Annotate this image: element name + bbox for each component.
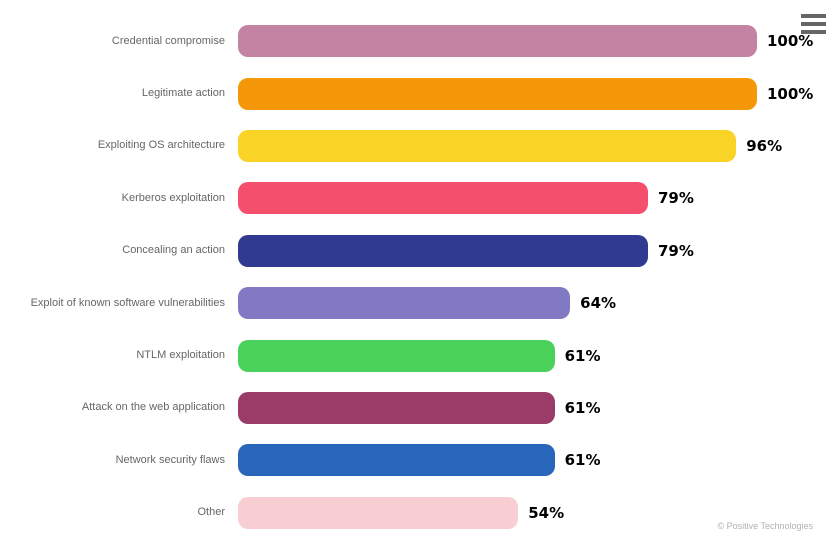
category-label: Concealing an action xyxy=(122,244,225,257)
bar-area: 61% xyxy=(238,391,757,424)
category-label: Credential compromise xyxy=(111,34,225,47)
bar-area: 54% xyxy=(238,496,757,529)
hamburger-line xyxy=(801,22,826,26)
bar-area: 100% xyxy=(238,77,813,110)
value-label: 61% xyxy=(564,346,601,365)
bar[interactable] xyxy=(238,496,519,529)
chart-row: Credential compromise 100% xyxy=(0,15,835,67)
value-label: 54% xyxy=(528,503,565,522)
chart-row: Kerberos exploitation 79% xyxy=(0,172,835,224)
chart-row: Exploit of known software vulnerabilitie… xyxy=(0,277,835,329)
credits-link[interactable]: © Positive Technologies xyxy=(717,521,813,531)
value-label: 96% xyxy=(746,136,783,155)
category-label: Exploit of known software vulnerabilitie… xyxy=(30,296,225,309)
chart-row: Network security flaws 61% xyxy=(0,434,835,486)
bar[interactable] xyxy=(238,77,757,110)
bar[interactable] xyxy=(238,287,571,320)
bar[interactable] xyxy=(238,182,648,215)
hamburger-menu-icon[interactable] xyxy=(800,13,828,35)
bar[interactable] xyxy=(238,234,648,267)
bar-area: 79% xyxy=(238,234,757,267)
chart-row: Concealing an action 79% xyxy=(0,225,835,277)
bar-area: 61% xyxy=(238,444,757,477)
bar[interactable] xyxy=(238,339,555,372)
bar-area: 96% xyxy=(238,129,782,162)
category-label: Other xyxy=(197,506,225,519)
bar-area: 64% xyxy=(238,287,757,320)
category-label: Kerberos exploitation xyxy=(121,191,225,204)
value-label: 79% xyxy=(658,241,694,260)
chart-rows: Credential compromise 100% Legitimate ac… xyxy=(0,15,835,539)
value-label: 61% xyxy=(564,451,601,470)
value-label: 64% xyxy=(580,294,617,313)
bar-area: 100% xyxy=(238,25,813,58)
value-label: 100% xyxy=(767,84,814,103)
chart-row: Exploiting OS architecture 96% xyxy=(0,120,835,172)
bar-area: 61% xyxy=(238,339,757,372)
bar[interactable] xyxy=(238,391,555,424)
category-label: Network security flaws xyxy=(115,453,225,466)
category-label: NTLM exploitation xyxy=(136,348,225,361)
value-label: 61% xyxy=(564,398,601,417)
bar[interactable] xyxy=(238,444,555,477)
chart-row: Other 54% xyxy=(0,487,835,539)
hamburger-line xyxy=(801,30,826,34)
category-label: Legitimate action xyxy=(141,86,225,99)
value-label: 100% xyxy=(767,32,814,51)
bar[interactable] xyxy=(238,129,737,162)
chart-row: Legitimate action 100% xyxy=(0,67,835,119)
chart-row: Attack on the web application 61% xyxy=(0,382,835,434)
hamburger-line xyxy=(801,14,826,18)
category-label: Exploiting OS architecture xyxy=(97,139,225,152)
category-label: Attack on the web application xyxy=(81,401,225,414)
chart-row: NTLM exploitation 61% xyxy=(0,329,835,381)
value-label: 79% xyxy=(658,189,694,208)
bar[interactable] xyxy=(238,25,757,58)
bar-area: 79% xyxy=(238,182,757,215)
